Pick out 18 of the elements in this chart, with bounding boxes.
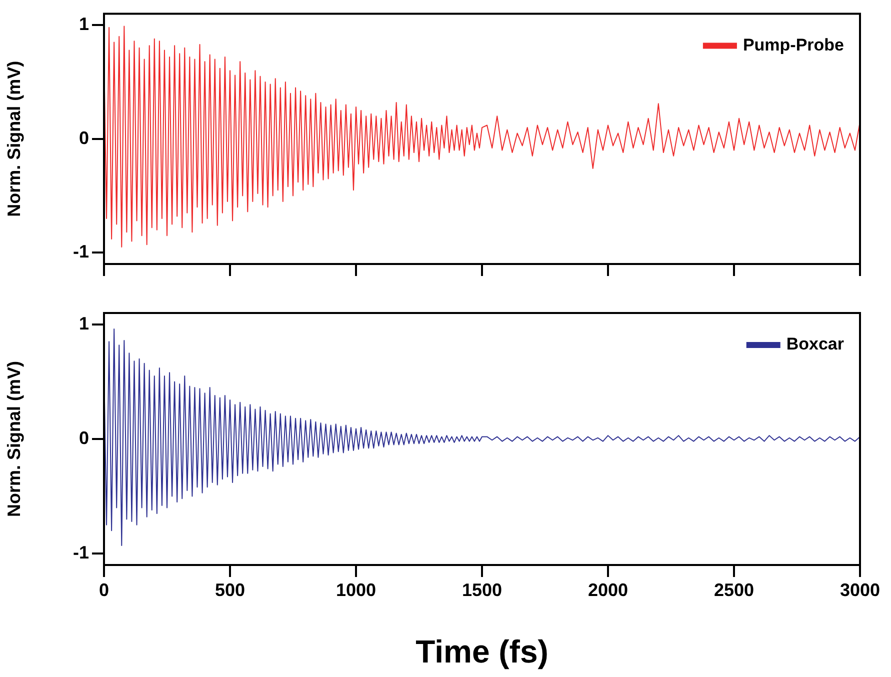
x-tick-label: 1500 xyxy=(462,580,502,600)
y-tick-label: 0 xyxy=(78,128,89,148)
x-axis-title: Time (fs) xyxy=(416,634,548,670)
x-tick-label: 0 xyxy=(98,580,110,600)
y-tick-label: -1 xyxy=(72,542,89,563)
legend-label: Boxcar xyxy=(786,334,844,354)
x-tick-label: 2500 xyxy=(714,580,754,600)
x-tick-label: 3000 xyxy=(840,580,880,600)
y-tick-label: 1 xyxy=(78,313,89,334)
x-tick-label: 1000 xyxy=(336,580,376,600)
x-tick-label: 2000 xyxy=(588,580,628,600)
y-tick-label: 1 xyxy=(78,14,89,34)
x-tick-label: 500 xyxy=(214,580,246,600)
legend-label: Pump-Probe xyxy=(742,35,844,54)
y-tick-label: 0 xyxy=(78,428,89,448)
y-axis-title: Norm. Signal (mV) xyxy=(4,360,24,518)
y-tick-label: -1 xyxy=(72,242,89,262)
y-axis-title: Norm. Signal (mV) xyxy=(4,60,24,217)
